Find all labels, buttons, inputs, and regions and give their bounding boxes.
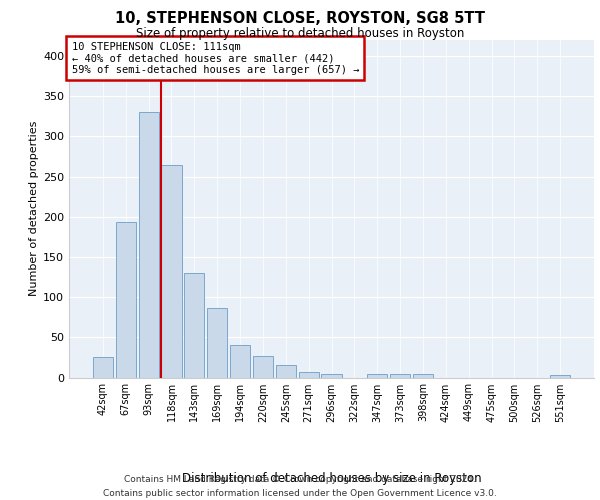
Bar [230, 346, 250, 378]
Text: 10, STEPHENSON CLOSE, ROYSTON, SG8 5TT: 10, STEPHENSON CLOSE, ROYSTON, SG8 5TT [115, 11, 485, 26]
Text: Size of property relative to detached houses in Royston: Size of property relative to detached ho… [136, 28, 464, 40]
Bar [184, 273, 205, 378]
Bar [299, 372, 319, 378]
Bar [550, 375, 570, 378]
Y-axis label: Number of detached properties: Number of detached properties [29, 121, 39, 296]
Bar [413, 374, 433, 378]
Bar [93, 358, 113, 378]
Bar [161, 166, 182, 378]
Text: Contains HM Land Registry data © Crown copyright and database right 2024.
Contai: Contains HM Land Registry data © Crown c… [103, 476, 497, 498]
Bar [116, 222, 136, 378]
Bar [253, 356, 273, 378]
Bar [139, 112, 158, 378]
Text: 10 STEPHENSON CLOSE: 111sqm
← 40% of detached houses are smaller (442)
59% of se: 10 STEPHENSON CLOSE: 111sqm ← 40% of det… [71, 42, 359, 75]
Bar [390, 374, 410, 378]
Bar [207, 308, 227, 378]
Bar [367, 374, 387, 378]
Bar [276, 366, 296, 378]
Bar [322, 374, 341, 378]
X-axis label: Distribution of detached houses by size in Royston: Distribution of detached houses by size … [182, 472, 481, 484]
